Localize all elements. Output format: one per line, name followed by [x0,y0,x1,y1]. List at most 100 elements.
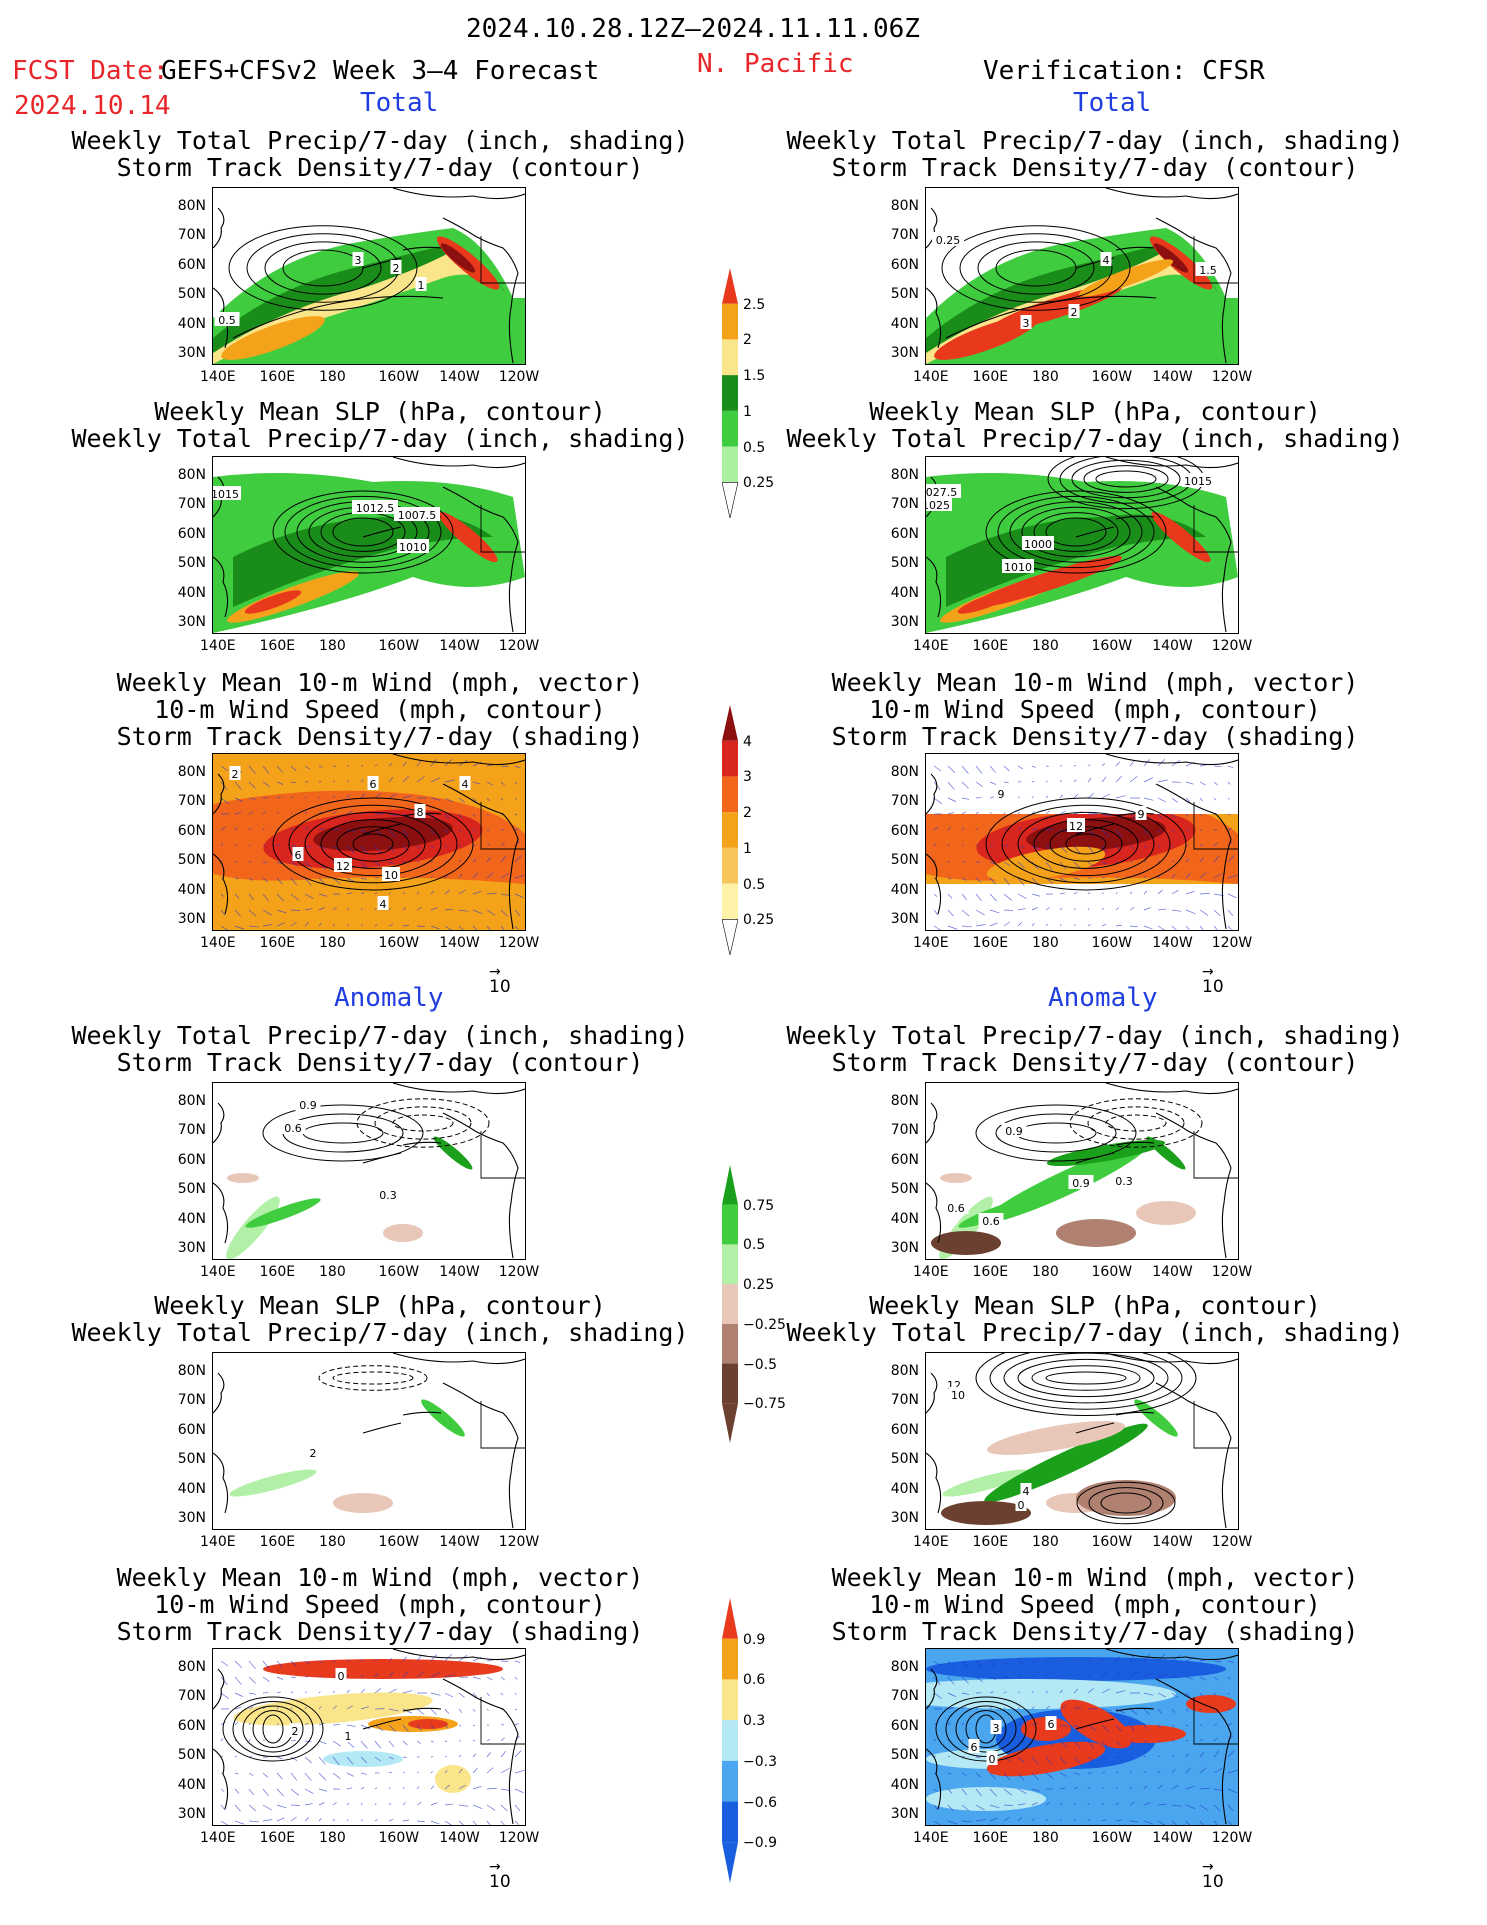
wind-vector [1213,1737,1218,1742]
wind-vector [1171,1804,1182,1807]
colorbar-label: 0.5 [743,1237,766,1254]
contour-label: 4 [459,776,471,791]
wind-vector [500,1768,510,1774]
wind-vector [1171,925,1177,930]
wind-vector [276,812,279,815]
wind-vector [961,893,968,901]
wind-vector [1185,829,1189,832]
border-line [480,1131,525,1179]
wind-vector [933,1804,939,1811]
wind-vector [486,1708,489,1711]
lat-tick-label: 40N [177,1777,206,1793]
wind-vector [304,922,309,927]
panel-title-line: Storm Track Density/7-day (shading) [831,722,1359,751]
lat-tick-label: 30N [890,1806,919,1822]
wind-vector [374,1688,381,1694]
wind-vector [500,1692,503,1696]
wind-vector [248,1692,257,1695]
wind-vector [1073,924,1076,927]
wind-vector [1143,777,1154,783]
wind-vector [444,889,450,895]
coastline-namerica [1155,1112,1232,1259]
wind-vector [360,1659,364,1662]
wind-vector [276,1804,287,1809]
wind-vector [332,1802,337,1806]
lon-tick-label: 160E [259,935,296,951]
wind-vector [346,877,355,882]
lat-tick-label: 30N [177,911,206,927]
wind-vector [1115,1724,1122,1732]
wind-vector [514,1788,524,1794]
wind-vector [318,1788,328,1792]
wind-vector [933,925,942,930]
lon-tick-label: 180 [1032,1830,1059,1846]
wind-vector [248,1772,254,1776]
wind-vector [1227,1750,1235,1758]
wind-vector [1101,776,1107,783]
wind-vector [1031,1706,1035,1710]
wind-vector [1045,780,1048,783]
wind-vector [486,797,490,802]
wind-vector [458,1768,463,1774]
wind-vector [388,907,391,911]
wind-vector [1031,1756,1039,1765]
wind-vector [1129,1786,1133,1790]
wind-vector [1115,892,1118,895]
wind-vector [1129,1771,1132,1774]
wind-vector [1115,1671,1122,1678]
wind-vector [234,1721,238,1726]
contour-label: 10 [382,867,400,882]
panel-title-line: Weekly Total Precip/7-day (inch, shading… [71,1318,689,1347]
colorbar-segment [722,339,738,376]
coastline-asia [926,207,942,349]
contour-label: 6 [292,847,304,862]
wind-vector [290,921,297,927]
wind-vector [346,1724,356,1727]
wind-speed-contour [304,811,442,877]
contour-label: 1 [415,277,427,292]
wind-vector [262,1804,272,1811]
wind-vector [346,794,350,799]
colorbar-segment [722,1679,738,1721]
wind-vector [1031,861,1039,870]
wind-vector [458,1804,469,1807]
wind-vector [1171,1754,1175,1758]
wind-vector [360,892,365,895]
wind-vector [472,858,477,863]
storm-track-anomaly-contour [262,1104,424,1162]
wind-vector [514,1769,525,1774]
panel-title-line: 10-m Wind Speed (mph, contour) [154,695,606,724]
wind-vector [234,1772,239,1775]
wind-vector [975,844,979,847]
lat-tick-label: 60N [890,1152,919,1168]
map-plot: 0.9 0.6 0.3 [213,1083,525,1259]
lat-tick-label: 80N [890,1093,919,1109]
panel-title-line: Weekly Mean SLP (hPa, contour) [869,1291,1321,1320]
wind-vector [1073,1787,1078,1790]
wind-vector [933,843,937,847]
wind-vector [933,1788,938,1793]
wind-vector [1017,1803,1026,1806]
wind-vector [444,797,453,803]
wind-vector [402,829,409,837]
wind-vector [402,776,409,783]
wind-vector [947,1707,955,1710]
precip-shade [213,248,498,364]
wind-vector [304,877,312,886]
wind-vector [933,1721,939,1726]
wind-vector [1073,1772,1081,1775]
slp-anomaly-contour [1017,1358,1155,1398]
wind-vector [1059,907,1063,911]
lat-tick-label: 40N [890,316,919,332]
wind-speed-anomaly-contour [222,1696,324,1762]
wind-vector [975,1660,983,1669]
wind-vector [248,909,257,917]
wind-vector [1129,845,1134,849]
wind-vector [388,1708,399,1712]
coastline-asia [926,1668,942,1810]
wind-vector [472,890,482,895]
coastline-namerica [1155,217,1232,364]
wind-vector [1157,829,1162,833]
svg-text:2: 2 [1071,306,1078,319]
